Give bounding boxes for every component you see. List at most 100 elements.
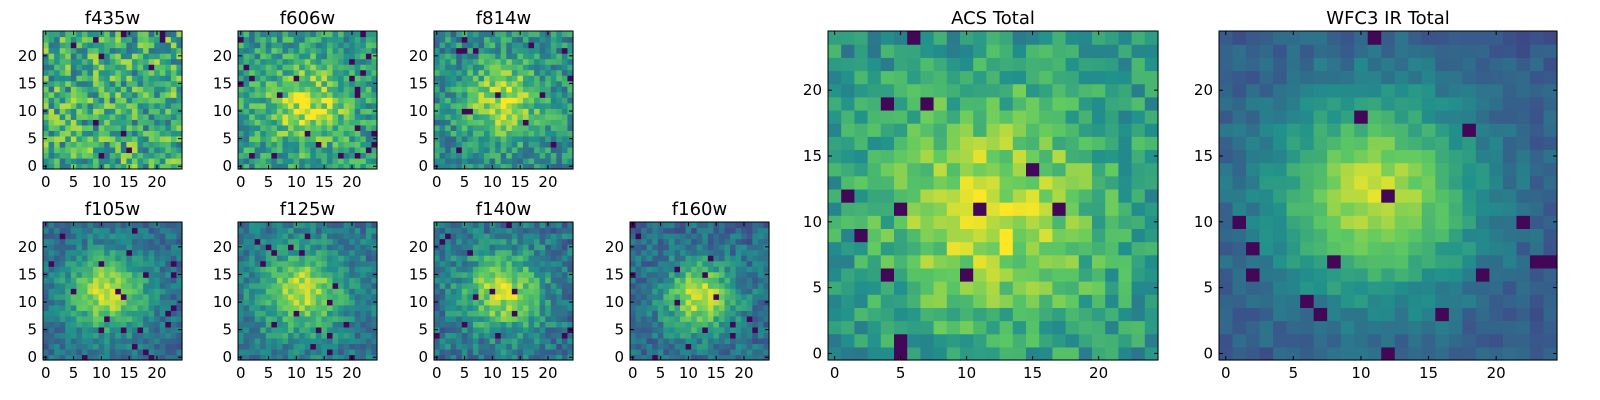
heatmap-cell [534, 266, 541, 273]
heatmap-cell [456, 58, 463, 65]
heatmap-cell [126, 53, 133, 60]
heatmap-cell [93, 69, 100, 76]
heatmap-cell [894, 162, 908, 177]
heatmap-cell [276, 157, 284, 165]
heatmap-cell [1052, 188, 1067, 203]
heatmap-cell [70, 310, 77, 317]
heatmap-cell [126, 119, 133, 126]
heatmap-cell [528, 244, 535, 251]
heatmap-cell [500, 249, 507, 256]
heatmap-cell [567, 249, 574, 256]
heatmap-cell [707, 293, 714, 300]
heatmap-cell [828, 241, 842, 256]
heatmap-cell [310, 163, 317, 170]
y-tick-label: 5 [222, 321, 232, 339]
heatmap-cell [674, 260, 681, 267]
heatmap-cell [254, 124, 261, 131]
heatmap-cell [265, 146, 272, 154]
heatmap-cell [663, 238, 670, 245]
heatmap-cell [746, 332, 753, 339]
heatmap-cell [120, 299, 127, 306]
heatmap-cell [752, 315, 759, 322]
heatmap-cell [741, 293, 748, 300]
heatmap-cell [288, 326, 295, 333]
heatmap-cell [746, 321, 753, 328]
heatmap-cell [506, 238, 513, 245]
heatmap-cell [332, 315, 339, 322]
heatmap-cell [310, 337, 317, 345]
heatmap-cell [724, 238, 731, 245]
heatmap-cell [495, 64, 502, 71]
heatmap-cell [87, 293, 94, 300]
heatmap-cell [137, 293, 144, 300]
heatmap-cell [652, 233, 659, 240]
heatmap-cell [1144, 162, 1159, 177]
heatmap-cell [271, 293, 278, 300]
heatmap-cell [461, 124, 468, 131]
heatmap-cell [76, 58, 83, 65]
heatmap-cell [265, 58, 272, 65]
heatmap-cell [120, 332, 127, 339]
heatmap-cell [511, 141, 518, 148]
heatmap-cell [371, 119, 378, 126]
heatmap-cell [360, 266, 367, 273]
heatmap-cell [354, 233, 361, 240]
heatmap-cell [461, 238, 468, 245]
heatmap-cell [545, 130, 552, 137]
heatmap-cell [674, 354, 681, 361]
heatmap-cell [299, 249, 306, 256]
heatmap-cell [646, 321, 653, 328]
heatmap-cell [165, 271, 172, 278]
heatmap-cell [349, 227, 356, 234]
heatmap-cell [371, 113, 378, 120]
heatmap-cell [310, 293, 317, 300]
heatmap-cell [567, 227, 574, 234]
heatmap-cell [143, 332, 150, 339]
heatmap-cell [282, 332, 289, 339]
heatmap-cell [93, 141, 100, 148]
heatmap-cell [713, 238, 720, 245]
heatmap-cell [76, 64, 83, 71]
heatmap-cell [561, 124, 569, 131]
heatmap-cell [506, 255, 513, 262]
heatmap-cell [680, 233, 687, 240]
heatmap-cell [668, 233, 676, 240]
heatmap-cell [567, 146, 574, 154]
heatmap-cell [299, 266, 306, 273]
heatmap-cell [249, 75, 256, 82]
heatmap-cell [973, 267, 987, 282]
heatmap-cell [76, 97, 83, 104]
heatmap-cell [115, 255, 122, 262]
heatmap-cell [735, 326, 742, 333]
heatmap-cell [561, 277, 569, 284]
heatmap-cell [288, 354, 295, 361]
heatmap-cell [561, 343, 569, 350]
heatmap-cell [148, 58, 155, 65]
heatmap-cell [1065, 307, 1080, 322]
heatmap-cell [841, 294, 855, 308]
heatmap-cell [126, 124, 133, 131]
heatmap-cell [120, 337, 127, 345]
heatmap-cell [165, 304, 172, 311]
heatmap-cell [445, 141, 452, 148]
heatmap-cell [828, 281, 842, 295]
heatmap-cell [148, 282, 155, 289]
heatmap-cell [691, 343, 698, 350]
heatmap-cell [131, 321, 139, 328]
heatmap-cell [332, 266, 339, 273]
heatmap-cell [1052, 254, 1067, 269]
heatmap-cell [343, 299, 350, 306]
heatmap-cell [354, 332, 361, 339]
heatmap-cell [326, 163, 334, 170]
heatmap-cell [271, 157, 278, 165]
heatmap-cell [176, 315, 183, 322]
heatmap-cell [310, 124, 317, 131]
heatmap-cell [165, 227, 172, 234]
heatmap-cell [495, 108, 502, 115]
heatmap-cell [461, 47, 468, 54]
heatmap-cell [894, 281, 908, 295]
heatmap-cell [511, 86, 518, 93]
heatmap-cell [321, 113, 328, 120]
heatmap-cell [159, 146, 166, 154]
